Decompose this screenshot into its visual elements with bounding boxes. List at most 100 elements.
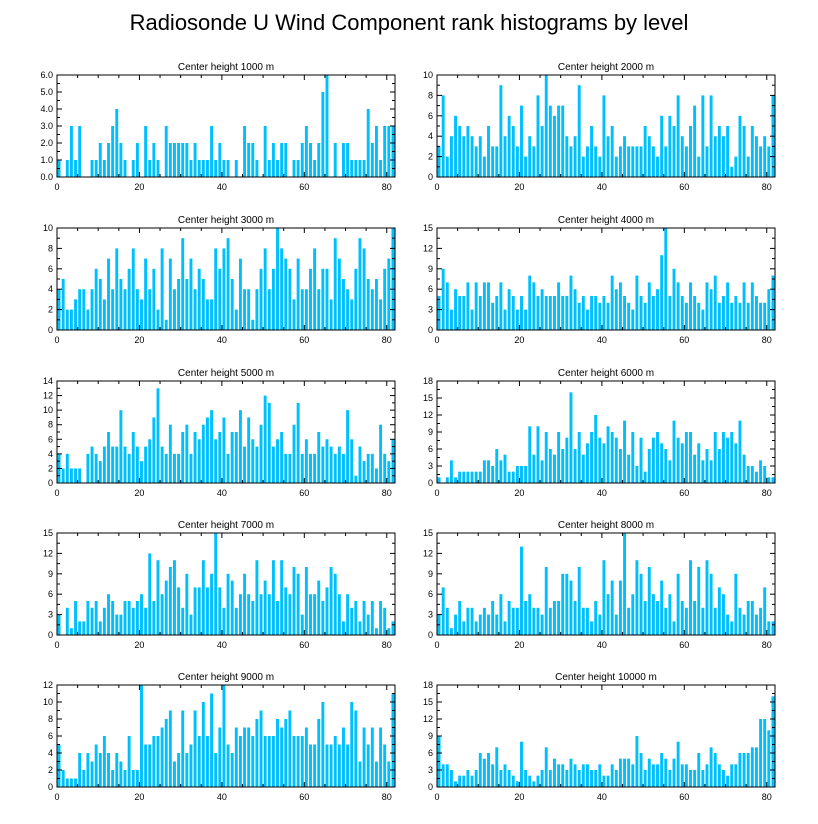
x-tick-label: 40 [597,335,607,345]
bar [140,299,143,330]
bar [173,453,176,483]
bar [705,449,709,483]
bar [111,770,115,787]
bar [350,299,354,330]
bar [354,710,358,787]
bar [82,770,86,787]
bar [713,432,717,483]
bar [458,471,462,483]
bar [738,753,742,787]
bar [478,296,482,330]
bar [144,126,148,177]
bar [94,744,98,787]
bar [454,289,458,330]
bar [98,753,102,787]
bar [61,279,65,330]
bar [78,621,82,635]
y-tick-label: 2.0 [40,138,53,148]
bar [102,299,106,330]
y-tick-label: 15 [423,223,433,233]
y-tick-label: 0 [48,782,53,792]
bar [701,607,705,635]
bar [474,471,478,483]
bar [548,296,552,330]
bar [210,299,214,330]
bar [263,248,267,330]
bar [482,156,486,177]
bar [313,160,317,177]
y-tick-label: 6 [48,731,53,741]
bar [602,560,606,635]
y-tick-label: 3 [428,765,433,775]
bar [337,446,341,483]
bar [701,770,705,787]
panel-title: Center height 1000 m [178,62,274,73]
bar [374,279,378,330]
x-tick-label: 40 [217,792,227,802]
bar [267,594,271,635]
bar [437,477,441,483]
bar [573,601,577,635]
bar [478,753,482,787]
panel-title: Center height 2000 m [558,62,654,73]
bar [577,302,581,330]
y-tick-label: 5.0 [40,87,53,97]
x-tick-label: 20 [514,640,524,650]
bar [577,432,581,483]
bar [94,160,98,177]
x-tick-label: 60 [679,640,689,650]
bar [660,255,664,330]
bar [168,710,172,787]
bar [284,719,288,787]
bar [684,146,688,177]
bar [152,736,156,787]
bar [759,460,763,483]
y-tick-label: 2 [48,305,53,315]
bar [544,747,548,787]
panel-7: Center height 7000 m 0 20 40 60 80 0 3 6 9 12 15 [43,520,396,650]
bar [160,248,164,330]
x-tick-label: 60 [299,335,309,345]
bar [156,736,160,787]
bar [462,296,466,330]
bar [623,758,627,787]
bar [391,621,395,635]
bar [643,601,647,635]
bar [374,126,378,177]
bar [524,770,528,787]
bar [288,453,292,483]
y-tick-label: 3.0 [40,121,53,131]
y-tick-label: 8 [48,714,53,724]
x-tick-label: 80 [382,640,392,650]
bar [374,761,378,787]
bar [606,426,610,483]
bar [255,560,259,635]
bar [276,719,279,787]
bar [639,573,643,635]
panel-1: Center height 1000 m 0 20 40 60 80 0.0 1.0 2.0 3.… [40,62,396,192]
bar [738,420,742,483]
bar [771,275,775,330]
bar [309,268,312,330]
bar [722,136,725,177]
bar [639,753,643,787]
bar [734,443,738,483]
bar [123,601,127,635]
bar [185,424,189,483]
bar [507,770,511,787]
bar [656,764,659,787]
bar [610,126,614,177]
bar [350,607,354,635]
x-tick-label: 60 [299,792,309,802]
bar [350,160,354,177]
bar [482,607,486,635]
x-tick-label: 20 [514,792,524,802]
bar [462,471,466,483]
bar [284,143,288,177]
bar [300,614,304,635]
bar [672,420,676,483]
bar [623,296,627,330]
bar [86,601,90,635]
bar [478,471,482,483]
bar [536,775,540,787]
